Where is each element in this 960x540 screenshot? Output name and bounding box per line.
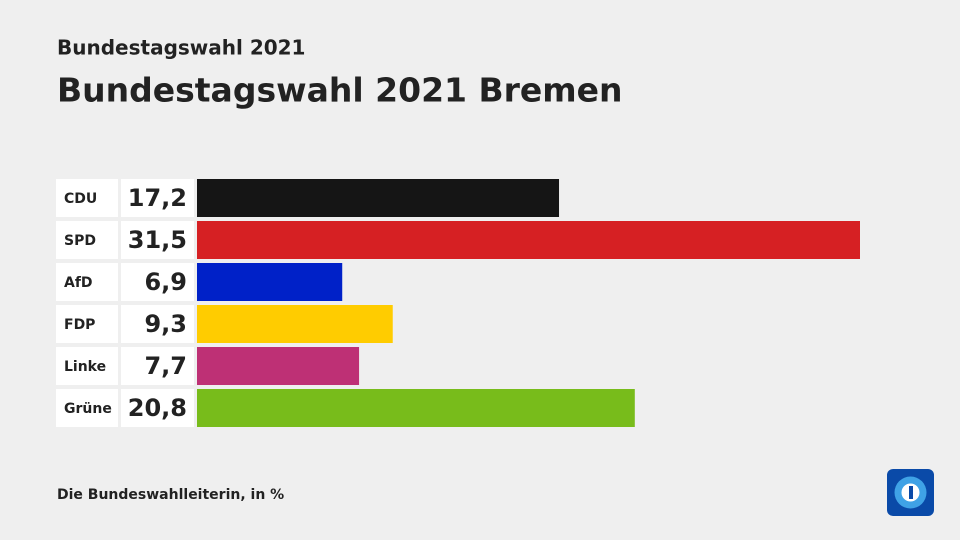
value-label: 7,7 (144, 352, 187, 380)
bar (197, 305, 393, 343)
label-cell (56, 389, 118, 427)
value-cell (121, 389, 194, 427)
logo (887, 469, 934, 516)
bar (197, 221, 860, 259)
value-label: 31,5 (128, 226, 187, 254)
logo-one (909, 486, 913, 499)
label-cell (56, 221, 118, 259)
chart-subtitle: Bundestagswahl 2021 (57, 36, 305, 60)
bar (197, 263, 343, 301)
label-cell (56, 263, 118, 301)
value-label: 17,2 (128, 184, 187, 212)
category-label: Linke (64, 359, 106, 375)
value-label: 6,9 (144, 268, 187, 296)
value-label: 9,3 (144, 310, 187, 338)
category-label: SPD (64, 233, 96, 249)
category-label: AfD (64, 275, 93, 291)
label-cell (56, 179, 118, 217)
chart-title: Bundestagswahl 2021 Bremen (57, 71, 623, 110)
label-cell (56, 347, 118, 385)
bar (197, 389, 635, 427)
label-cell (56, 305, 118, 343)
bar (197, 179, 560, 217)
category-label: Grüne (64, 401, 112, 417)
value-label: 20,8 (128, 394, 187, 422)
category-label: FDP (64, 317, 95, 333)
value-cell (121, 221, 194, 259)
bar (197, 347, 360, 385)
value-cell (121, 263, 194, 301)
value-cell (121, 179, 194, 217)
category-label: CDU (64, 191, 97, 207)
value-cell (121, 305, 194, 343)
value-cell (121, 347, 194, 385)
source: Die Bundeswahlleiterin, in % (57, 487, 284, 503)
